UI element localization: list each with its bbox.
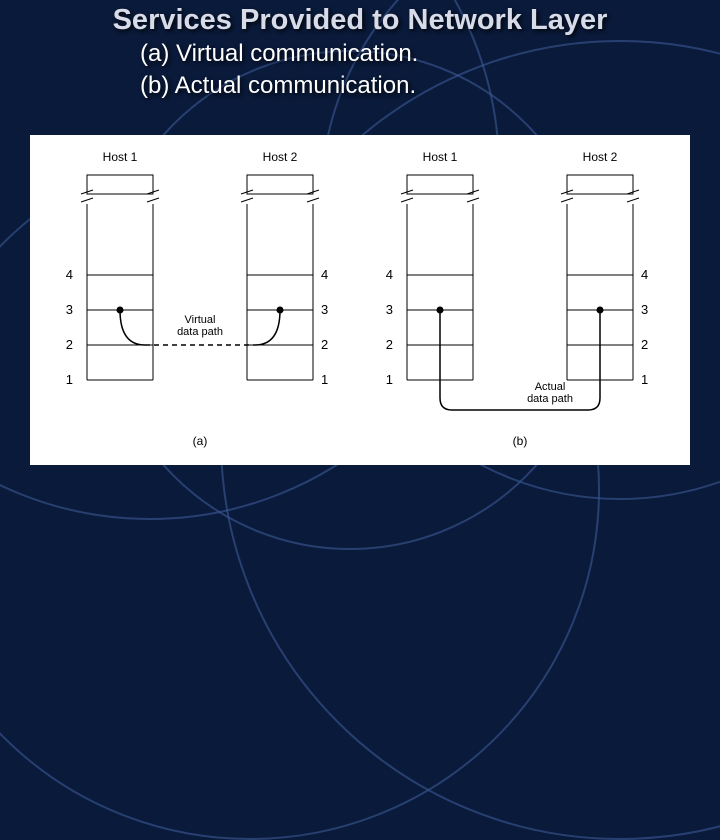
svg-text:Host 2: Host 2 [263,150,298,164]
svg-text:2: 2 [641,337,648,352]
svg-text:1: 1 [641,372,648,387]
svg-text:3: 3 [386,302,393,317]
svg-text:4: 4 [66,267,73,282]
svg-text:1: 1 [386,372,393,387]
subtitle-b: (b) Actual communication. [140,72,416,100]
svg-text:data path: data path [527,393,573,405]
svg-text:data path: data path [177,326,223,338]
svg-text:Host 1: Host 1 [103,150,138,164]
network-layer-diagram: Host 1 4 3 2 1 Host 2 4 3 2 1 Host 1 4 3 2 1 Host 2 4 3 2 1… [30,135,690,465]
svg-text:1: 1 [321,372,328,387]
svg-text:2: 2 [321,337,328,352]
svg-text:(a): (a) [193,434,208,448]
svg-text:3: 3 [66,302,73,317]
svg-text:4: 4 [386,267,393,282]
svg-text:Host 1: Host 1 [423,150,458,164]
svg-text:4: 4 [321,267,328,282]
svg-text:Virtual: Virtual [185,314,216,326]
svg-text:4: 4 [641,267,648,282]
slide-title: Services Provided to Network Layer [0,4,720,37]
svg-text:(b): (b) [513,434,528,448]
svg-text:3: 3 [321,302,328,317]
subtitle-a: (a) Virtual communication. [140,40,418,68]
svg-text:2: 2 [386,337,393,352]
svg-text:Host 2: Host 2 [583,150,618,164]
svg-text:3: 3 [641,302,648,317]
svg-text:2: 2 [66,337,73,352]
svg-text:Actual: Actual [535,381,566,393]
svg-text:1: 1 [66,372,73,387]
